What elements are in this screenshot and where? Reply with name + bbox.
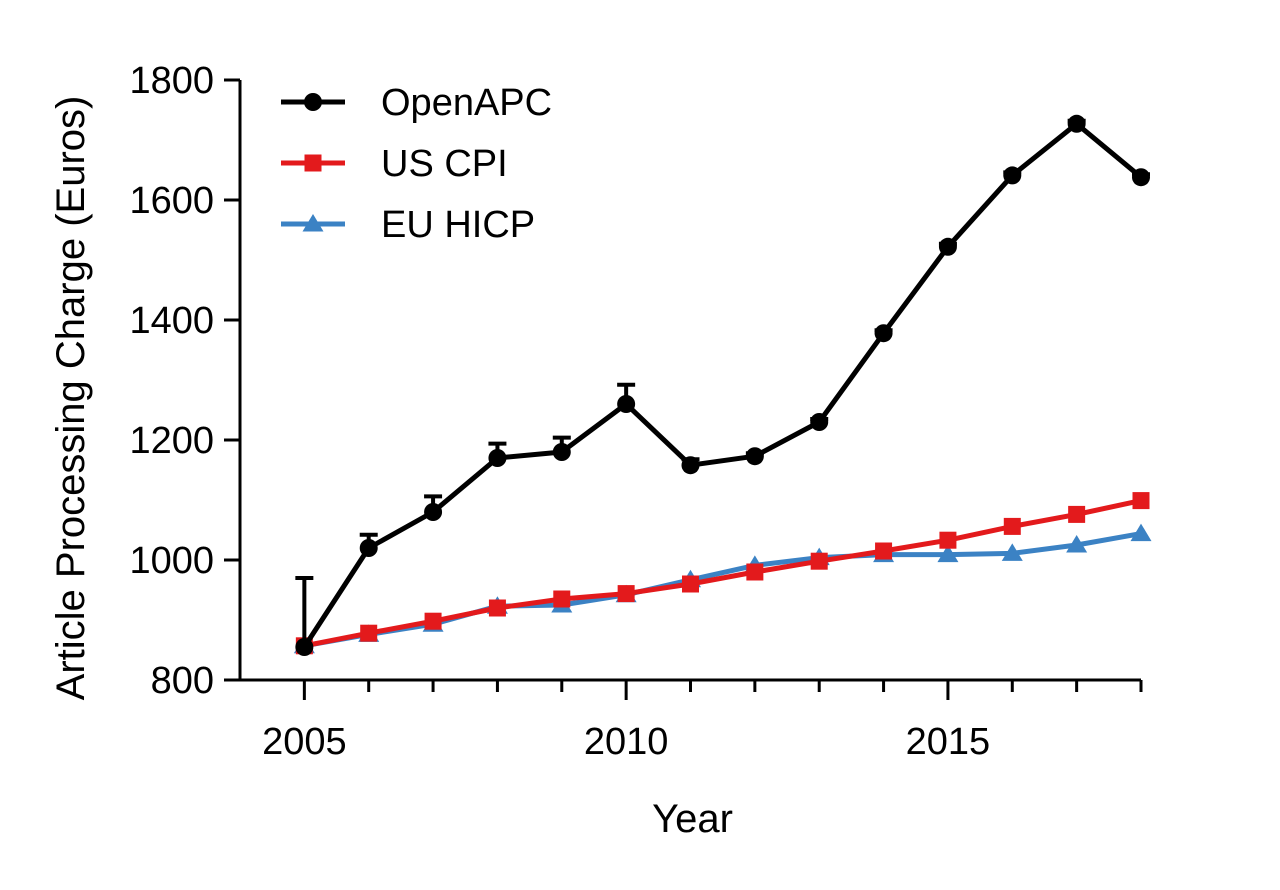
- legend-item: OpenAPC: [281, 82, 552, 124]
- data-point: [1068, 505, 1086, 523]
- series-line: [302, 121, 1143, 649]
- data-point: [810, 552, 828, 570]
- series-openapc: [295, 114, 1150, 656]
- series-line: [303, 498, 1142, 649]
- series-us-cpi: [295, 492, 1150, 655]
- data-point: [1132, 168, 1150, 187]
- legend-marker: [304, 93, 322, 111]
- y-tick-label: 1600: [129, 180, 214, 222]
- x-tick-label: 2010: [584, 721, 669, 763]
- data-point: [360, 624, 378, 642]
- data-point: [488, 449, 507, 467]
- data-point: [746, 563, 764, 581]
- data-point: [745, 447, 764, 466]
- data-point: [424, 503, 443, 521]
- ticks: 800 1000 1200 1400 1600 1800 2005 2010 2015: [129, 60, 1143, 763]
- data-point: [1067, 114, 1086, 133]
- y-axis-title: Article Processing Charge (Euros): [49, 96, 93, 701]
- data-point: [810, 413, 829, 431]
- data-point: [1003, 517, 1021, 535]
- data-point: [875, 542, 893, 560]
- data-point: [1003, 166, 1022, 185]
- data-point: [1132, 492, 1150, 510]
- legend-item: EU HICP: [281, 204, 535, 246]
- series: [293, 114, 1152, 656]
- data-point: [682, 575, 699, 593]
- data-point: [295, 638, 314, 656]
- legend-item: US CPI: [281, 143, 508, 185]
- y-tick-label: 1000: [129, 540, 214, 582]
- legend-label: US CPI: [381, 143, 508, 185]
- data-point: [553, 590, 571, 608]
- series-eu-hicp: [293, 523, 1152, 654]
- x-tick-label: 2005: [262, 721, 347, 763]
- legend-label: EU HICP: [381, 204, 535, 246]
- data-point: [937, 544, 959, 563]
- data-point: [617, 395, 636, 413]
- data-point: [424, 612, 442, 630]
- data-point: [681, 456, 700, 475]
- legend-marker: [304, 154, 322, 172]
- data-point: [488, 599, 506, 617]
- legend-label: OpenAPC: [381, 82, 552, 124]
- data-point: [874, 324, 893, 343]
- data-point: [939, 531, 957, 549]
- legend-marker: [302, 214, 324, 232]
- data-point: [1001, 543, 1023, 561]
- x-axis-title: Year: [652, 797, 733, 841]
- data-point: [1066, 535, 1088, 553]
- data-point: [359, 539, 378, 557]
- y-tick-label: 1800: [129, 60, 214, 102]
- legend: OpenAPC US CPI EU HICP: [281, 82, 552, 246]
- data-point: [552, 443, 571, 461]
- y-tick-label: 1400: [129, 300, 214, 342]
- y-tick-label: 1200: [129, 420, 214, 462]
- x-tick-label: 2015: [906, 721, 991, 763]
- y-tick-label: 800: [151, 660, 214, 702]
- data-point: [617, 585, 635, 603]
- data-point: [1130, 523, 1152, 542]
- data-point: [938, 237, 957, 256]
